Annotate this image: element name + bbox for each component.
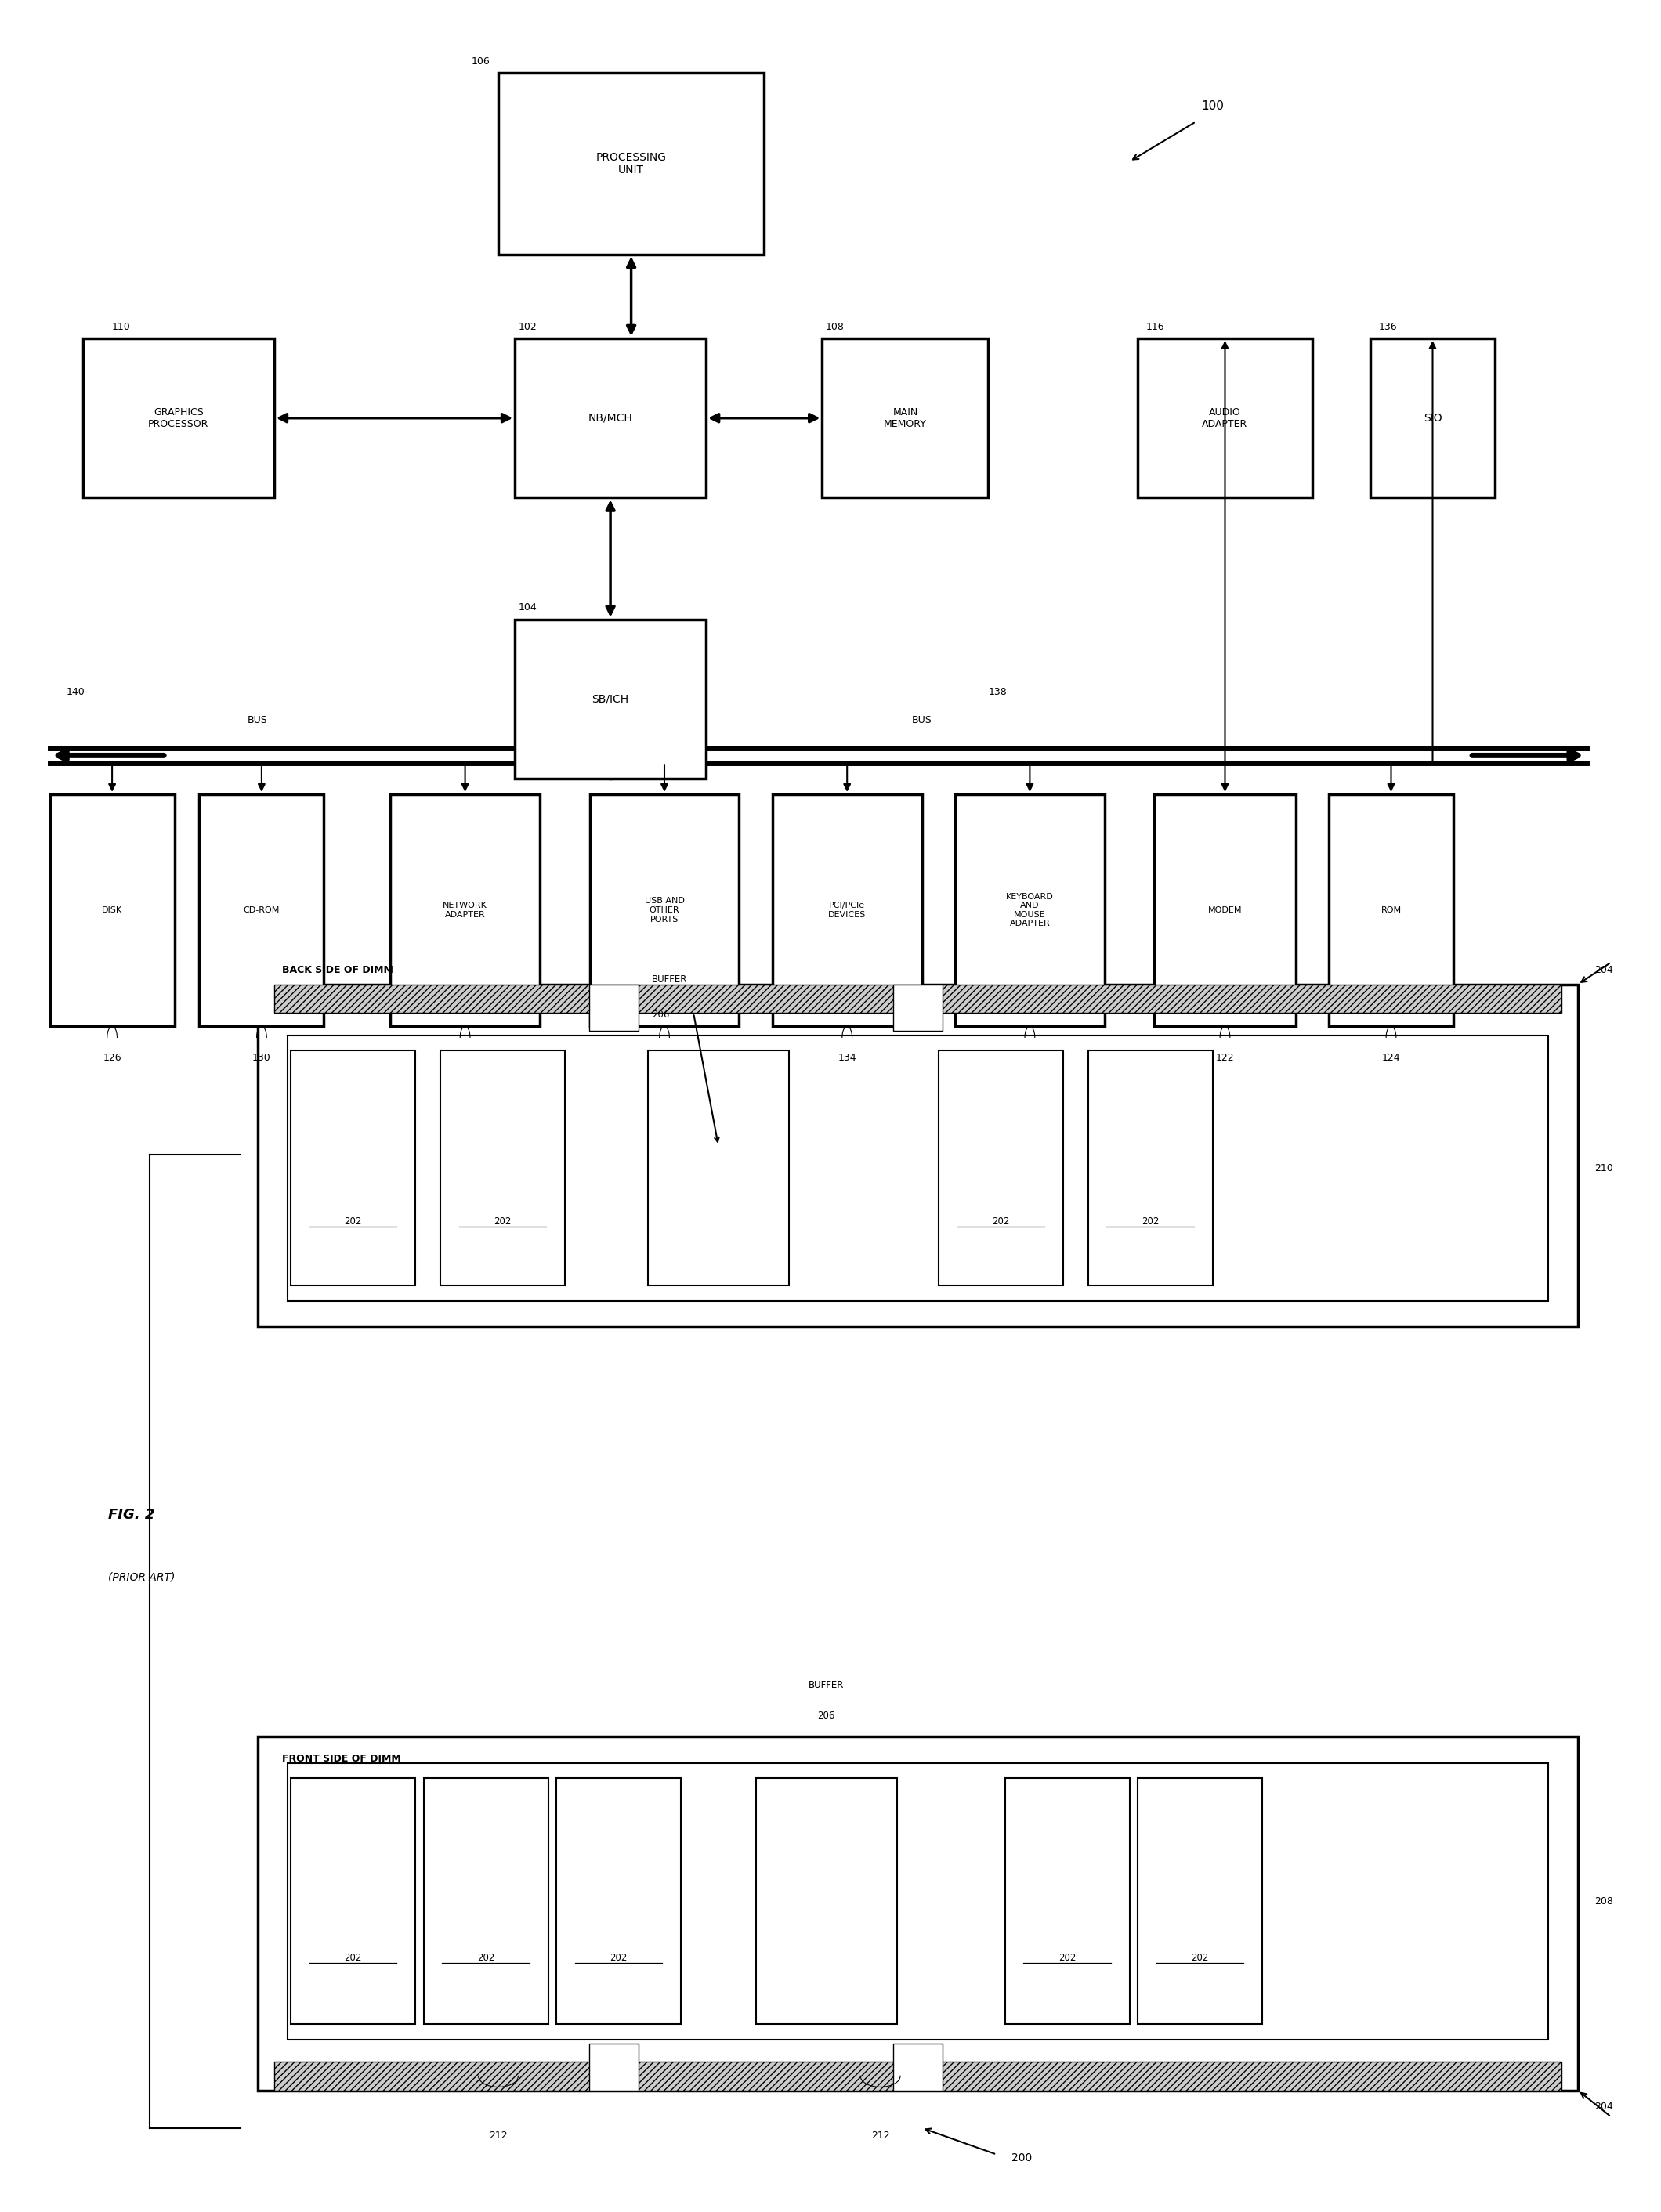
Text: 202: 202 xyxy=(344,1953,362,1962)
Bar xyxy=(648,1051,789,1285)
Text: USB AND
OTHER
PORTS: USB AND OTHER PORTS xyxy=(644,898,684,922)
Text: BUS: BUS xyxy=(912,714,932,726)
Text: 108: 108 xyxy=(826,321,844,332)
Text: DISK: DISK xyxy=(101,907,123,914)
Text: 136: 136 xyxy=(1379,321,1397,332)
Text: 202: 202 xyxy=(493,1217,512,1225)
Text: 202: 202 xyxy=(344,1217,362,1225)
Bar xyxy=(274,984,1561,1013)
Text: BACK SIDE OF DIMM: BACK SIDE OF DIMM xyxy=(282,964,394,975)
Bar xyxy=(291,1051,415,1285)
Bar xyxy=(515,338,706,498)
Text: PROCESSING
UNIT: PROCESSING UNIT xyxy=(596,153,666,175)
Bar xyxy=(1138,338,1312,498)
Bar xyxy=(1370,338,1495,498)
Bar xyxy=(83,338,274,498)
Text: AUDIO
ADAPTER: AUDIO ADAPTER xyxy=(1203,407,1247,429)
Text: GRAPHICS
PROCESSOR: GRAPHICS PROCESSOR xyxy=(148,407,209,429)
Text: 206: 206 xyxy=(651,1009,669,1020)
Bar xyxy=(590,2044,639,2090)
Text: 212: 212 xyxy=(488,2130,508,2141)
Bar xyxy=(274,2062,1561,2090)
Text: FIG. 2: FIG. 2 xyxy=(108,1509,154,1522)
Bar xyxy=(1329,794,1453,1026)
Text: 202: 202 xyxy=(992,1217,1010,1225)
Bar xyxy=(756,1778,897,2024)
Text: 130: 130 xyxy=(252,1053,271,1064)
Bar xyxy=(590,794,739,1026)
Bar xyxy=(287,1763,1548,2039)
Bar xyxy=(390,794,540,1026)
Text: 116: 116 xyxy=(1146,321,1164,332)
Text: 212: 212 xyxy=(870,2130,890,2141)
Text: 138: 138 xyxy=(988,686,1007,697)
Text: 210: 210 xyxy=(1595,1164,1613,1172)
Text: BUS: BUS xyxy=(247,714,267,726)
Text: KEYBOARD
AND
MOUSE
ADAPTER: KEYBOARD AND MOUSE ADAPTER xyxy=(1007,894,1053,927)
Bar xyxy=(955,794,1105,1026)
Text: 124: 124 xyxy=(1382,1053,1400,1064)
Text: 202: 202 xyxy=(1191,1953,1209,1962)
Bar xyxy=(515,619,706,779)
Bar xyxy=(257,1736,1578,2090)
Text: NETWORK
ADAPTER: NETWORK ADAPTER xyxy=(443,902,487,918)
Bar xyxy=(257,984,1578,1327)
Bar xyxy=(287,1035,1548,1301)
Text: BUFFER: BUFFER xyxy=(809,1679,844,1690)
Text: 120: 120 xyxy=(1020,1053,1040,1064)
Text: 202: 202 xyxy=(477,1953,495,1962)
Text: FIG. 1: FIG. 1 xyxy=(739,1095,789,1108)
Bar xyxy=(590,984,639,1031)
Bar xyxy=(894,2044,943,2090)
Text: FRONT SIDE OF DIMM: FRONT SIDE OF DIMM xyxy=(282,1754,402,1765)
Text: 104: 104 xyxy=(518,602,537,613)
Text: BUFFER: BUFFER xyxy=(651,973,688,984)
Text: 200: 200 xyxy=(1012,2152,1031,2163)
Bar xyxy=(440,1051,565,1285)
Bar xyxy=(822,338,988,498)
Text: 110: 110 xyxy=(113,321,131,332)
Bar xyxy=(424,1778,548,2024)
Bar xyxy=(938,1051,1063,1285)
Text: 202: 202 xyxy=(1058,1953,1076,1962)
Text: NB/MCH: NB/MCH xyxy=(588,414,633,422)
Bar xyxy=(1154,794,1296,1026)
Text: 202: 202 xyxy=(610,1953,628,1962)
Bar xyxy=(556,1778,681,2024)
Text: 132: 132 xyxy=(654,1053,674,1064)
Text: ROM: ROM xyxy=(1380,907,1402,914)
Text: 102: 102 xyxy=(518,321,537,332)
Bar xyxy=(894,984,943,1031)
Text: PCI/PCIe
DEVICES: PCI/PCIe DEVICES xyxy=(829,902,865,918)
Bar xyxy=(772,794,922,1026)
Text: 134: 134 xyxy=(837,1053,857,1064)
Text: SIO: SIO xyxy=(1423,414,1442,422)
Bar xyxy=(50,794,174,1026)
Text: 112: 112 xyxy=(455,1053,475,1064)
Text: 122: 122 xyxy=(1216,1053,1234,1064)
Text: 204: 204 xyxy=(1595,2101,1613,2112)
Text: 140: 140 xyxy=(66,686,85,697)
Text: 106: 106 xyxy=(472,55,490,66)
Text: MAIN
MEMORY: MAIN MEMORY xyxy=(884,407,927,429)
Text: 100: 100 xyxy=(1201,100,1224,113)
Text: 206: 206 xyxy=(817,1710,835,1721)
Text: (PRIOR ART): (PRIOR ART) xyxy=(108,1573,174,1582)
Bar xyxy=(291,1778,415,2024)
Text: 204: 204 xyxy=(1595,964,1613,975)
Bar xyxy=(1138,1778,1262,2024)
Text: 126: 126 xyxy=(103,1053,121,1064)
Text: MODEM: MODEM xyxy=(1208,907,1242,914)
Text: CD-ROM: CD-ROM xyxy=(244,907,279,914)
Text: 208: 208 xyxy=(1595,1896,1613,1907)
Bar xyxy=(1005,1778,1129,2024)
Bar xyxy=(199,794,324,1026)
Text: 202: 202 xyxy=(1141,1217,1159,1225)
Text: SB/ICH: SB/ICH xyxy=(591,695,630,703)
Bar xyxy=(1088,1051,1213,1285)
Bar xyxy=(498,73,764,254)
